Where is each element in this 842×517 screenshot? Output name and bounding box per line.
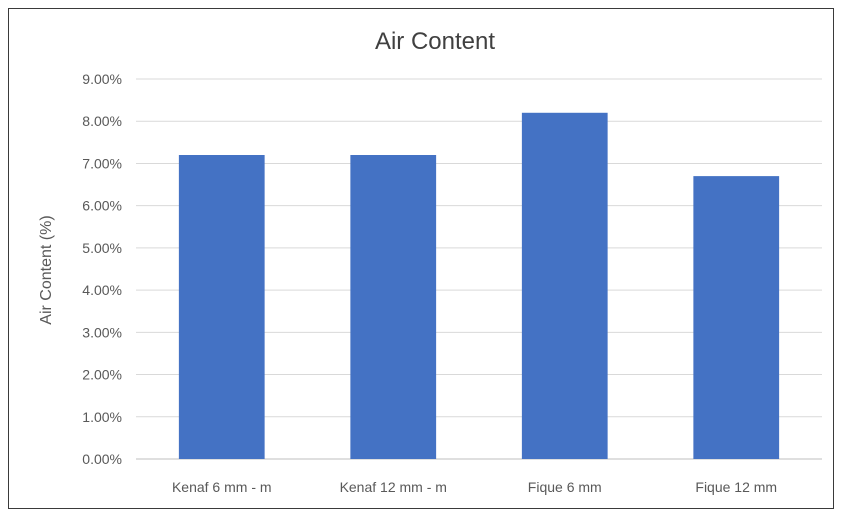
y-tick-label: 3.00%: [82, 324, 122, 340]
bar-2: [350, 155, 437, 459]
bar-3: [521, 112, 608, 460]
bar-1: [178, 155, 265, 459]
y-axis-ticks: 0.00% 1.00% 2.00% 3.00% 4.00% 5.00% 6.00% 7.00%…: [82, 71, 122, 467]
y-tick-label: 6.00%: [82, 198, 122, 214]
x-axis-ticks: Kenaf 6 mm - m Kenaf 12 mm - m Fique 6 mm F…: [172, 479, 777, 495]
y-tick-label: 9.00%: [82, 71, 122, 87]
y-tick-label: 5.00%: [82, 240, 122, 256]
chart-title: Air Content: [375, 28, 495, 55]
y-tick-label: 8.00%: [82, 113, 122, 129]
y-tick-label: 0.00%: [82, 451, 122, 467]
y-axis-title: Air Content (%): [38, 215, 55, 324]
bars: [178, 112, 780, 460]
y-tick-label: 7.00%: [82, 155, 122, 171]
x-tick-label: Fique 6 mm: [528, 479, 602, 495]
x-tick-label: Kenaf 6 mm - m: [172, 479, 272, 495]
y-tick-label: 2.00%: [82, 367, 122, 383]
x-tick-label: Kenaf 12 mm - m: [340, 479, 447, 495]
x-tick-label: Fique 12 mm: [695, 479, 777, 495]
y-tick-label: 1.00%: [82, 409, 122, 425]
y-tick-label: 4.00%: [82, 282, 122, 298]
bar-4: [693, 176, 780, 459]
